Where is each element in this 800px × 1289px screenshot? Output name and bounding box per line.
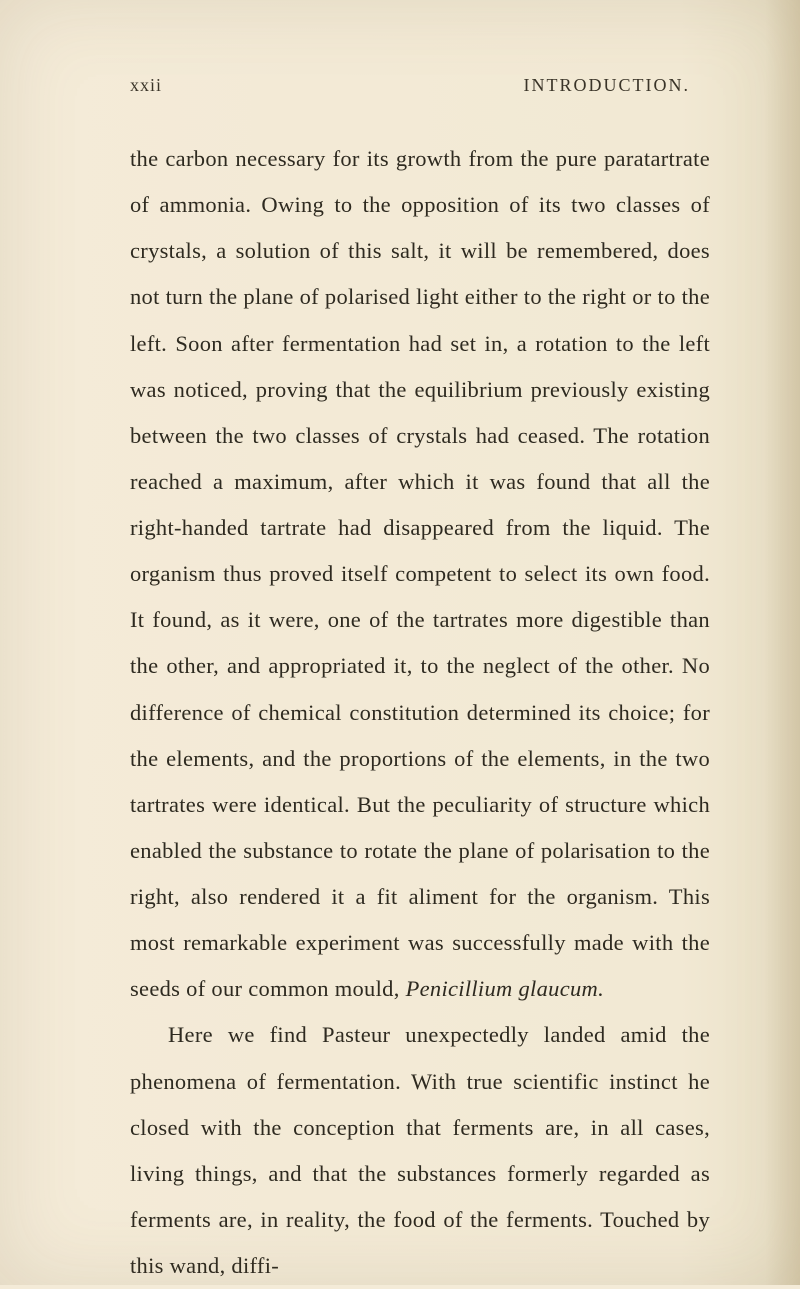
page-header: xxii INTRODUCTION.	[130, 75, 710, 96]
running-head: INTRODUCTION.	[524, 75, 690, 96]
body-text: the carbon necessary for its growth from…	[130, 136, 710, 1289]
page-container: xxii INTRODUCTION. the carbon necessary …	[0, 0, 800, 1285]
paragraph-1: the carbon necessary for its growth from…	[130, 136, 710, 1012]
page-number: xxii	[130, 75, 162, 96]
paragraph-1-italic: Penicillium glaucum.	[406, 976, 604, 1001]
paragraph-2: Here we find Pasteur unexpectedly landed…	[130, 1012, 710, 1289]
paragraph-1-main: the carbon necessary for its growth from…	[130, 146, 710, 1001]
